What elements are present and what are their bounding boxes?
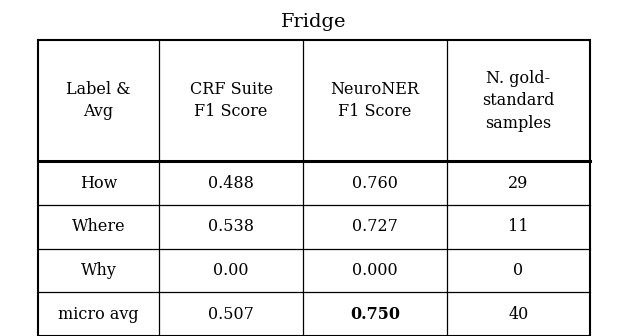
- Text: 0.538: 0.538: [208, 218, 254, 235]
- Text: 0.760: 0.760: [352, 175, 398, 192]
- Text: 0.507: 0.507: [208, 306, 254, 323]
- Text: 29: 29: [508, 175, 529, 192]
- Text: Where: Where: [72, 218, 125, 235]
- Text: 0.488: 0.488: [208, 175, 254, 192]
- Text: 40: 40: [508, 306, 529, 323]
- Text: N. gold-
standard
samples: N. gold- standard samples: [482, 70, 555, 131]
- Text: Fridge: Fridge: [281, 13, 347, 32]
- Text: micro avg: micro avg: [58, 306, 139, 323]
- Text: How: How: [80, 175, 117, 192]
- Text: 0: 0: [514, 262, 524, 279]
- Text: NeuroNER
F1 Score: NeuroNER F1 Score: [330, 81, 420, 120]
- Text: Why: Why: [80, 262, 116, 279]
- Text: CRF Suite
F1 Score: CRF Suite F1 Score: [190, 81, 273, 120]
- Text: 0.00: 0.00: [214, 262, 249, 279]
- Text: 0.750: 0.750: [350, 306, 400, 323]
- Text: 0.727: 0.727: [352, 218, 398, 235]
- Text: 0.000: 0.000: [352, 262, 398, 279]
- Text: 11: 11: [508, 218, 529, 235]
- Text: Label &
Avg: Label & Avg: [66, 81, 131, 120]
